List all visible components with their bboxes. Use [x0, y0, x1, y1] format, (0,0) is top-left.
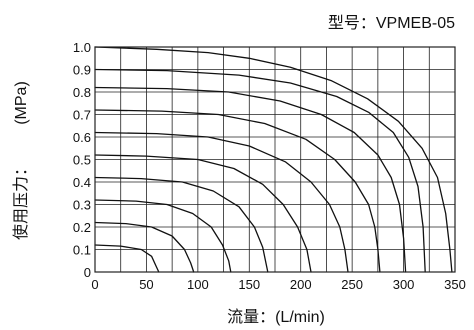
x-tick-label: 250	[341, 277, 363, 292]
series-lines	[94, 46, 453, 273]
y-tick-label: 0.1	[73, 243, 91, 258]
x-tick-label: 200	[290, 277, 312, 292]
y-tick-label: 0.7	[73, 108, 91, 123]
series-line	[94, 244, 160, 273]
x-tick-label: 100	[187, 277, 209, 292]
y-tick-label: 0.5	[73, 153, 91, 168]
plot-frame	[94, 46, 456, 273]
series-line	[94, 68, 426, 273]
y-tick-label: 0.6	[73, 130, 91, 145]
y-tick-labels: 0 0.1 0.2 0.3 0.4 0.5 0.6 0.7 0.8 0.9 1.0	[73, 40, 91, 280]
y-tick-label: 0.8	[73, 85, 91, 100]
y-axis-unit-label: (MPa)	[13, 81, 30, 125]
y-tick-label: 0.9	[73, 63, 91, 78]
grid	[94, 46, 456, 273]
y-tick-label: 0.2	[73, 220, 91, 235]
series-line	[94, 46, 453, 273]
chart-title: 型号：VPMEB-05	[328, 14, 455, 32]
y-tick-label: 0.3	[73, 198, 91, 213]
x-tick-label: 50	[139, 277, 153, 292]
series-line	[94, 86, 407, 273]
axes	[94, 46, 456, 273]
x-axis-label: 流量：(L/min)	[227, 308, 325, 326]
y-tick-label: 0	[84, 265, 91, 280]
y-axis-label: 使用压力：	[12, 160, 30, 240]
series-line	[94, 221, 195, 273]
x-tick-label: 150	[238, 277, 260, 292]
x-tick-label: 350	[444, 277, 466, 292]
x-tick-label: 0	[91, 277, 98, 292]
series-line	[94, 154, 312, 273]
x-tick-labels: 0 50 100 150 200 250 300 350	[91, 277, 465, 292]
series-line	[94, 199, 232, 273]
series-line	[94, 109, 381, 273]
x-tick-label: 300	[393, 277, 415, 292]
series-line	[94, 131, 349, 273]
y-tick-label: 0.4	[73, 175, 91, 190]
y-tick-label: 1.0	[73, 40, 91, 55]
series-line	[94, 176, 269, 273]
